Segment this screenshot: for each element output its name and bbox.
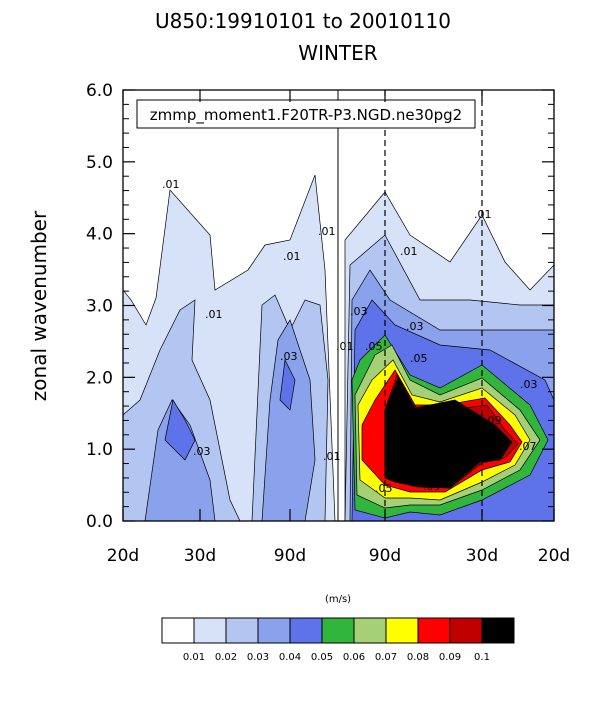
- chart-title: U850:19910101 to 20010110: [155, 9, 451, 33]
- contour-fill-002-left: [123, 299, 241, 521]
- contour-label: .09: [423, 480, 441, 493]
- contour-label: .01: [318, 225, 336, 238]
- y-tick-label: 4.0: [86, 225, 113, 245]
- contour-label: .03: [193, 445, 211, 458]
- colorbar-level-label: 0.06: [343, 652, 365, 663]
- annotation-text: zmmp_moment1.F20TR-P3.NGD.ne30pg2: [150, 106, 462, 125]
- chart-subtitle: WINTER: [298, 41, 377, 65]
- contour-fill-004-left: [164, 399, 196, 461]
- contour-label: .03: [280, 350, 298, 363]
- colorbar-level-label: 0.04: [279, 652, 301, 663]
- contour-label: .03: [406, 320, 424, 333]
- contour-label: .09: [484, 414, 502, 427]
- contour-label: .01: [474, 208, 492, 221]
- y-tick-label: 2.0: [86, 368, 113, 388]
- x-tick-label: 20d: [538, 546, 570, 566]
- contour-fill-003-mid: [261, 319, 316, 521]
- x-tick-label: 30d: [184, 546, 216, 566]
- x-tick-label: 90d: [274, 546, 306, 566]
- contour-label: .07: [519, 440, 537, 453]
- contour-label: .05: [410, 352, 428, 365]
- colorbar-unit-label: (m/s): [325, 594, 351, 605]
- y-tick-label: 3.0: [86, 297, 113, 317]
- annotation-box: zmmp_moment1.F20TR-P3.NGD.ne30pg2: [136, 99, 476, 129]
- contour-fill-010: [384, 377, 513, 489]
- contour-label: .01: [205, 308, 223, 321]
- colorbar-level-label: 0.01: [183, 652, 205, 663]
- x-tick-label: 90d: [369, 546, 401, 566]
- colorbar-swatch: [449, 617, 483, 644]
- x-tick-label: 20d: [107, 546, 139, 566]
- colorbar-level-label: 0.08: [407, 652, 429, 663]
- colorbar-level-label: 0.09: [439, 652, 461, 663]
- colorbar-swatch: [417, 617, 451, 644]
- contour-fill-003-left: [144, 399, 216, 521]
- colorbar-swatch: [321, 617, 355, 644]
- y-axis-label: zonal wavenumber: [27, 210, 51, 401]
- x-axis: 20d 30d 90d 90d 30d 20d: [107, 90, 570, 566]
- colorbar-swatch: [193, 617, 227, 644]
- y-axis: 0.0 1.0 2.0 3.0 4.0 5.0 6.0: [86, 81, 554, 532]
- contour-label: .03: [520, 378, 538, 391]
- colorbar-level-label: 0.03: [247, 652, 269, 663]
- colorbar-swatch: [481, 617, 515, 644]
- contour-label: .07: [384, 400, 402, 413]
- contour-label: .01: [323, 450, 341, 463]
- contour-label: .01: [336, 340, 354, 353]
- y-tick-label: 1.0: [86, 440, 113, 460]
- y-tick-label: 0.0: [86, 512, 113, 532]
- contour-label: .01: [283, 250, 301, 263]
- colorbar-swatch: [161, 617, 195, 644]
- x-tick-label: 30d: [466, 546, 498, 566]
- colorbar: 0.01 0.02 0.03 0.04 0.05 0.06 0.07 0.08 0.09 0.1: [161, 617, 515, 663]
- contour-labels: .01 .01 .01 .01 .01 .01 .01 .01 .03 .03 …: [162, 178, 538, 495]
- contour-label: .03: [350, 305, 368, 318]
- contour-label: .01: [162, 178, 180, 191]
- colorbar-level-label: 0.07: [375, 652, 397, 663]
- colorbar-level-label: 0.02: [215, 652, 237, 663]
- contour-label: .05: [365, 340, 383, 353]
- y-tick-label: 6.0: [86, 81, 113, 101]
- colorbar-swatch: [257, 617, 291, 644]
- colorbar-swatch: [385, 617, 419, 644]
- colorbar-swatch: [353, 617, 387, 644]
- chart-title-group: U850:19910101 to 20010110 WINTER: [155, 9, 451, 65]
- colorbar-level-label: 0.05: [311, 652, 333, 663]
- contour-label: .01: [400, 245, 418, 258]
- contour-label: .05: [375, 482, 393, 495]
- colorbar-level-label: 0.1: [474, 652, 490, 663]
- y-tick-label: 5.0: [86, 153, 113, 173]
- colorbar-swatch: [225, 617, 259, 644]
- colorbar-swatch: [289, 617, 323, 644]
- contour-fill-004-mid: [279, 358, 296, 411]
